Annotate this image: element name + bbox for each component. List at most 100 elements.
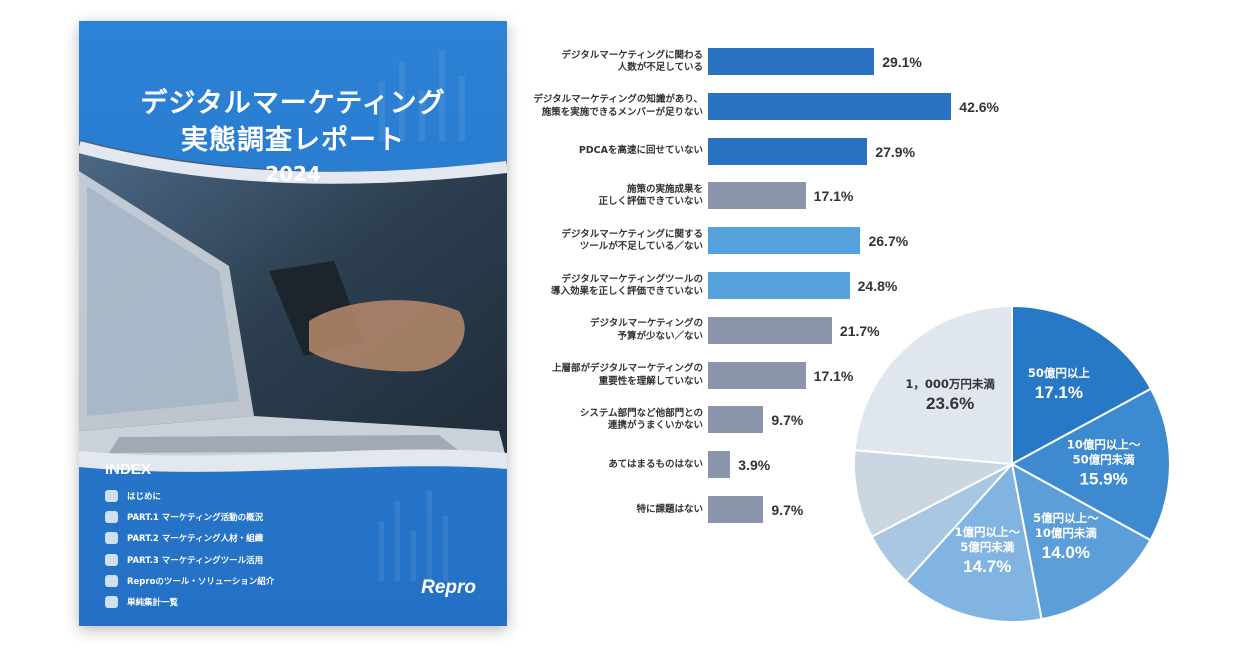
cover-artwork bbox=[79, 21, 507, 626]
bar-row: 上層部がデジタルマーケティングの 重要性を理解していない 17.1% bbox=[515, 354, 1035, 398]
pie-slice-label: 5億円以上～ bbox=[1033, 511, 1099, 525]
bar-category-label: システム部門など他部門との 連携がうまくいかない bbox=[503, 398, 703, 442]
bar-value-label: 9.7% bbox=[771, 412, 804, 429]
pie-slice-label: 1，000万円未満 bbox=[905, 377, 995, 391]
bar-category-label: デジタルマーケティングに関する ツールが不足している／ない bbox=[503, 219, 703, 263]
pie-slice-value: 14.7% bbox=[963, 557, 1011, 576]
bar-category-label: 特に課題はない bbox=[503, 488, 703, 532]
bar-value-label: 29.1% bbox=[882, 54, 922, 70]
bar bbox=[708, 451, 731, 479]
index-item-label: PART.2 マーケティング人材・組織 bbox=[127, 534, 264, 545]
bar-category-label: 上層部がデジタルマーケティングの 重要性を理解していない bbox=[503, 354, 703, 398]
index-item: PART.3 マーケティングツール活用 bbox=[105, 549, 274, 570]
checkbox-icon bbox=[105, 553, 118, 566]
index-item: PART.2 マーケティング人材・組織 bbox=[105, 528, 274, 549]
bar-value-label: 17.1% bbox=[813, 188, 854, 205]
bar-category-text: デジタルマーケティングの知識があり、 施策を実施できるメンバーが足りない bbox=[533, 94, 703, 118]
bar-row: 特に課題はない 9.7% bbox=[515, 488, 1035, 532]
bar-row: 施策の実施成果を 正しく評価できていない 17.1% bbox=[515, 174, 1035, 218]
bar-category-text: デジタルマーケティングに関する ツールが不足している／ない bbox=[561, 228, 703, 253]
bar bbox=[708, 272, 850, 299]
index-heading: INDEX bbox=[105, 461, 151, 478]
pie-slice-label: 1億円以上～ bbox=[955, 525, 1021, 539]
pie-slice-label: 50億円以上 bbox=[1028, 366, 1091, 380]
cover-year: 2024 bbox=[265, 162, 321, 186]
checkbox-icon bbox=[105, 596, 118, 609]
bar-value-label: 17.1% bbox=[813, 367, 854, 384]
bar-row: デジタルマーケティングの 予算が少ない／ない 21.7% bbox=[515, 309, 1035, 353]
checkbox-icon bbox=[105, 489, 118, 502]
index-item-label: PART.1 マーケティング活動の概況 bbox=[127, 512, 264, 523]
bar-category-text: 上層部がデジタルマーケティングの 重要性を理解していない bbox=[551, 363, 703, 387]
bar-category-text: あてはまるものはない bbox=[608, 459, 703, 471]
index-item-label: Reproのツール・ソリューション紹介 bbox=[127, 576, 275, 587]
index-item-label: はじめに bbox=[127, 491, 162, 502]
cover-title-line1: デジタルマーケティング bbox=[140, 88, 446, 119]
bar-value-label: 27.9% bbox=[875, 143, 916, 160]
bar-value-label: 26.7% bbox=[868, 233, 909, 250]
bar bbox=[708, 182, 806, 210]
checkbox-icon bbox=[105, 574, 118, 587]
bar-category-text: デジタルマーケティングツールの 導入効果を正しく評価できていない bbox=[550, 273, 703, 297]
bar bbox=[708, 361, 806, 389]
bar-category-label: あてはまるものはない bbox=[503, 443, 703, 487]
bar bbox=[708, 137, 868, 165]
bar-row: PDCAを高速に回せていない 27.9% bbox=[515, 130, 1035, 174]
pie-slice-value: 15.9% bbox=[1080, 469, 1128, 488]
bar-row: デジタルマーケティングに関する ツールが不足している／ない 26.7% bbox=[515, 219, 1035, 263]
bar-category-text: デジタルマーケティングに関わる 人数が不足している bbox=[561, 49, 703, 73]
pie-slice-value: 23.6% bbox=[926, 394, 974, 413]
pie-slice-label: 10億円以上～ bbox=[1067, 437, 1141, 451]
index-item-label: PART.3 マーケティングツール活用 bbox=[127, 555, 264, 566]
bar-category-label: デジタルマーケティングの知識があり、 施策を実施できるメンバーが足りない bbox=[503, 85, 703, 129]
challenges-bar-chart: デジタルマーケティングに関わる 人数が不足している 29.1% デジタルマーケティン… bbox=[515, 40, 1035, 530]
index-list: はじめに PART.1 マーケティング活動の概況 PART.2 マーケティング人… bbox=[105, 485, 274, 613]
bar bbox=[708, 496, 764, 523]
bar-category-label: デジタルマーケティングの 予算が少ない／ない bbox=[503, 309, 703, 353]
bar-value-label: 3.9% bbox=[738, 457, 771, 474]
bar bbox=[708, 92, 952, 120]
bar-value-label: 24.8% bbox=[857, 278, 898, 294]
pie-slice-label: 5億円未満 bbox=[960, 540, 1015, 554]
pie-slice-value: 14.0% bbox=[1042, 543, 1090, 562]
pie-slice bbox=[904, 461, 1043, 623]
bar bbox=[708, 48, 875, 75]
index-item: Reproのツール・ソリューション紹介 bbox=[105, 570, 274, 591]
bar-category-text: 施策の実施成果を 正しく評価できていない bbox=[598, 184, 703, 208]
pie-slice bbox=[1009, 387, 1171, 542]
bar-row: あてはまるものはない 3.9% bbox=[515, 443, 1035, 487]
bar-category-label: 施策の実施成果を 正しく評価できていない bbox=[503, 174, 703, 218]
repro-logo: Repro bbox=[421, 577, 476, 598]
pie-slice bbox=[853, 304, 1013, 466]
checkbox-icon bbox=[105, 510, 118, 523]
index-item-label: 単純集計一覧 bbox=[127, 598, 179, 609]
bar bbox=[708, 406, 764, 434]
bar-row: デジタルマーケティングツールの 導入効果を正しく評価できていない 24.8% bbox=[515, 264, 1035, 308]
index-item: はじめに bbox=[105, 485, 274, 506]
report-cover: デジタルマーケティング 実態調査レポート 2024 INDEX はじめに PAR… bbox=[79, 21, 507, 626]
bar-value-label: 9.7% bbox=[771, 502, 804, 518]
bar-category-label: PDCAを高速に回せていない bbox=[503, 130, 703, 174]
bar-value-label: 42.6% bbox=[959, 98, 999, 115]
bar-row: デジタルマーケティングの知識があり、 施策を実施できるメンバーが足りない 42.6… bbox=[515, 85, 1035, 129]
pie-slice bbox=[1011, 304, 1153, 466]
index-item: PART.1 マーケティング活動の概況 bbox=[105, 506, 274, 527]
bar bbox=[708, 316, 832, 344]
bar-category-text: PDCAを高速に回せていない bbox=[578, 145, 703, 157]
bar-category-text: 特に課題はない bbox=[636, 503, 703, 515]
pie-slice-label: 10億円未満 bbox=[1035, 526, 1098, 540]
revenue-pie-chart: 50億円以上 17.1% 10億円以上～50億円未満 15.9% 5億円以上～10億円未… bbox=[853, 304, 1171, 623]
bar-category-text: デジタルマーケティングの 予算が少ない／ない bbox=[589, 318, 703, 342]
pie-slice bbox=[853, 449, 1016, 538]
bar-value-label: 21.7% bbox=[839, 322, 880, 339]
pie-slice-label: 50億円未満 bbox=[1073, 452, 1136, 466]
pie-slice bbox=[1010, 462, 1152, 621]
bar-category-label: デジタルマーケティングツールの 導入効果を正しく評価できていない bbox=[503, 264, 703, 308]
bar bbox=[708, 227, 861, 255]
index-item: 単純集計一覧 bbox=[105, 591, 274, 612]
cover-title-line2: 実態調査レポート bbox=[181, 125, 405, 156]
bar-category-label: デジタルマーケティングに関わる 人数が不足している bbox=[503, 40, 703, 84]
pie-slice-value: 17.1% bbox=[1035, 383, 1083, 402]
bar-row: システム部門など他部門との 連携がうまくいかない 9.7% bbox=[515, 398, 1035, 442]
checkbox-icon bbox=[105, 532, 118, 545]
